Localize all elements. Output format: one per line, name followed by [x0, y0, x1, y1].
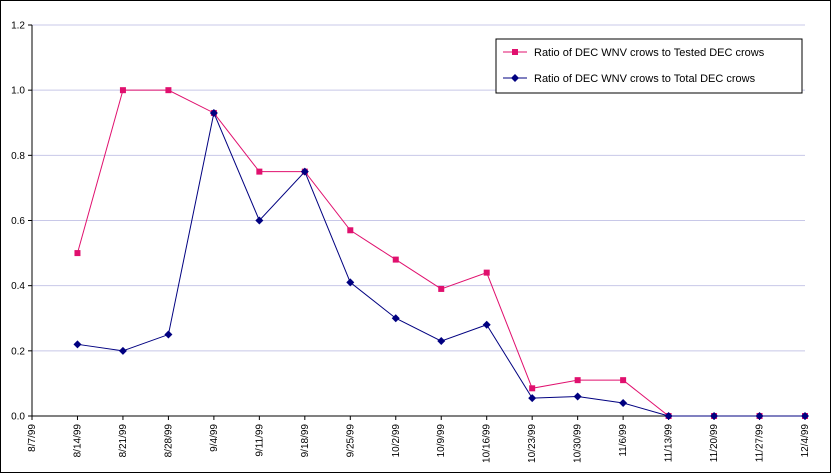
data-point	[73, 340, 82, 349]
y-tick-label: 0.4	[11, 281, 25, 292]
series-0	[74, 87, 808, 419]
data-point	[255, 216, 264, 225]
data-point	[483, 269, 490, 276]
data-point	[165, 87, 172, 94]
data-point	[801, 412, 809, 420]
series-layer	[73, 87, 809, 420]
x-tick-label: 11/6/99	[618, 424, 629, 457]
data-point	[710, 412, 719, 420]
y-tick-label: 0.2	[11, 346, 25, 357]
x-tick-label: 11/20/99	[709, 424, 720, 463]
data-point	[529, 385, 536, 392]
data-point	[119, 87, 126, 94]
data-point	[438, 285, 445, 292]
data-point	[256, 168, 263, 175]
data-point	[300, 167, 309, 176]
data-point	[755, 412, 764, 420]
data-point	[528, 394, 537, 403]
y-tick-label: 0.8	[11, 151, 25, 162]
y-tick-label: 0.6	[11, 216, 25, 227]
data-point	[620, 377, 627, 384]
x-axis-ticks: 8/7/99 8/14/99 8/21/99 8/28/99 9/4/99 9/11/99…	[27, 416, 811, 463]
data-point	[573, 392, 582, 401]
x-tick-label: 10/23/99	[527, 424, 538, 463]
y-tick-label: 1.2	[11, 21, 25, 32]
x-tick-label: 9/11/99	[254, 424, 265, 457]
legend-label-total: Ratio of DEC WNV crows to Total DEC crow…	[534, 73, 756, 85]
series-line	[76, 89, 805, 417]
data-point	[346, 278, 355, 287]
x-tick-label: 11/27/99	[755, 424, 766, 463]
series-1	[73, 108, 809, 420]
data-point	[574, 377, 581, 384]
x-tick-label: 8/21/99	[118, 424, 129, 458]
x-tick-label: 11/13/99	[664, 424, 675, 463]
legend-marker-tested	[512, 49, 518, 55]
x-tick-label: 10/30/99	[573, 424, 584, 463]
x-tick-label: 8/28/99	[163, 424, 174, 458]
x-tick-label: 12/4/99	[800, 424, 811, 458]
y-tick-label: 1.0	[11, 86, 25, 97]
legend-label-tested: Ratio of DEC WNV crows to Tested DEC cro…	[534, 47, 765, 59]
x-tick-label: 8/14/99	[72, 424, 83, 458]
x-tick-label: 10/16/99	[482, 424, 493, 463]
data-point	[209, 108, 218, 117]
y-axis-ticks: 0.0 0.2 0.4 0.6 0.8 1.0 1.2	[11, 21, 32, 423]
data-point	[164, 330, 173, 339]
data-point	[118, 346, 127, 355]
y-tick-label: 0.0	[11, 412, 25, 423]
legend-marker-total	[511, 74, 519, 82]
x-tick-label: 10/9/99	[436, 424, 447, 458]
legend-box	[495, 38, 803, 94]
data-point	[392, 256, 399, 263]
series-line	[77, 111, 805, 417]
x-tick-label: 9/18/99	[300, 424, 311, 458]
data-point	[437, 337, 446, 346]
data-point	[347, 227, 354, 234]
x-tick-label: 9/4/99	[209, 424, 220, 452]
data-point	[74, 250, 81, 257]
data-point	[391, 314, 400, 323]
data-point	[664, 412, 673, 420]
x-tick-label: 8/7/99	[27, 424, 38, 452]
data-point	[482, 320, 491, 329]
data-point	[619, 398, 628, 407]
x-tick-label: 9/25/99	[345, 424, 356, 458]
x-tick-label: 10/2/99	[391, 424, 402, 458]
legend: Ratio of DEC WNV crows to Tested DEC cro…	[495, 38, 803, 94]
